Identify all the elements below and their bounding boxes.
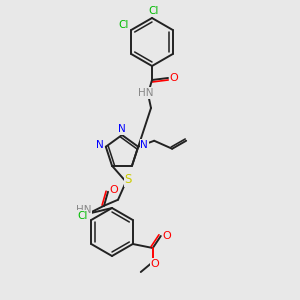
Text: Cl: Cl — [149, 6, 159, 16]
Text: N: N — [140, 140, 148, 150]
Text: S: S — [124, 173, 132, 186]
Text: Cl: Cl — [77, 211, 87, 221]
Text: Cl: Cl — [118, 20, 128, 30]
Text: N: N — [96, 140, 104, 150]
Text: HN: HN — [138, 88, 154, 98]
Text: O: O — [110, 185, 118, 195]
Text: O: O — [169, 73, 178, 83]
Text: N: N — [118, 124, 126, 134]
Text: O: O — [162, 231, 171, 241]
Text: O: O — [150, 259, 159, 269]
Text: HN: HN — [76, 205, 92, 215]
